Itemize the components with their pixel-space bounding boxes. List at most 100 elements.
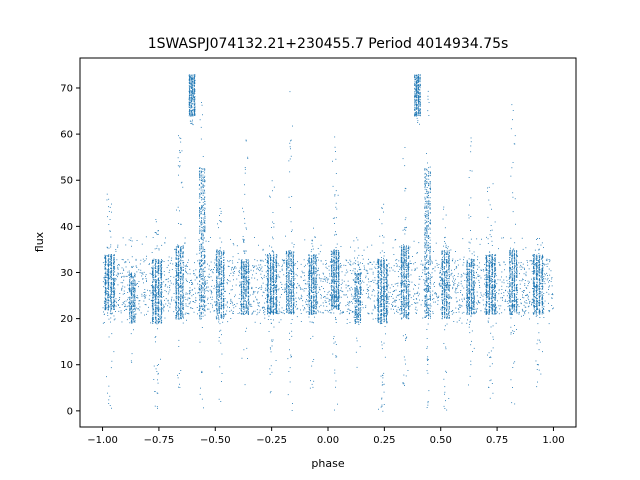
data-point (109, 248, 110, 249)
data-point (363, 259, 364, 260)
data-point (388, 285, 389, 286)
data-point (152, 312, 153, 313)
data-point (185, 238, 186, 239)
data-point (435, 293, 436, 294)
data-point (379, 298, 380, 299)
data-point (490, 283, 491, 284)
data-point (181, 310, 182, 311)
data-point (331, 312, 332, 313)
data-point (396, 263, 397, 264)
data-point (496, 283, 497, 284)
data-point (168, 301, 169, 302)
data-point (445, 243, 446, 244)
data-point (108, 279, 109, 280)
data-point (194, 114, 195, 115)
data-point (364, 269, 365, 270)
data-point (214, 267, 215, 268)
data-point (392, 294, 393, 295)
data-point (187, 266, 188, 267)
data-point (256, 266, 257, 267)
data-point (477, 256, 478, 257)
data-point (238, 271, 239, 272)
data-point (152, 281, 153, 282)
data-point (123, 294, 124, 295)
data-point (365, 305, 366, 306)
data-point (140, 264, 141, 265)
data-point (239, 286, 240, 287)
data-point (253, 292, 254, 293)
data-point (111, 408, 112, 409)
data-point (508, 287, 509, 288)
data-point (176, 292, 177, 293)
data-point (301, 295, 302, 296)
data-point (105, 281, 106, 282)
data-point (292, 296, 293, 297)
data-point (280, 271, 281, 272)
data-point (161, 259, 162, 260)
data-point (128, 259, 129, 260)
data-point (106, 274, 107, 275)
data-point (352, 303, 353, 304)
data-point (115, 301, 116, 302)
data-point (395, 300, 396, 301)
data-point (134, 288, 135, 289)
data-point (132, 256, 133, 257)
data-point (158, 267, 159, 268)
data-point (193, 114, 194, 115)
data-point (199, 248, 200, 249)
data-point (154, 290, 155, 291)
data-point (422, 300, 423, 301)
data-point (178, 305, 179, 306)
data-point (223, 281, 224, 282)
data-point (284, 260, 285, 261)
data-point (210, 312, 211, 313)
data-point (318, 260, 319, 261)
data-point (407, 285, 408, 286)
data-point (496, 292, 497, 293)
data-point (111, 283, 112, 284)
data-point (156, 371, 157, 372)
data-point (233, 311, 234, 312)
data-point (162, 292, 163, 293)
data-point (354, 296, 355, 297)
data-point (139, 307, 140, 308)
data-point (535, 263, 536, 264)
data-point (303, 280, 304, 281)
data-point (134, 299, 135, 300)
data-point (152, 300, 153, 301)
data-point (180, 247, 181, 248)
data-point (131, 320, 132, 321)
data-point (433, 302, 434, 303)
data-point (311, 251, 312, 252)
data-point (165, 304, 166, 305)
data-point (155, 297, 156, 298)
data-point (326, 306, 327, 307)
data-point (111, 282, 112, 283)
data-point (304, 275, 305, 276)
data-point (149, 295, 150, 296)
data-point (329, 276, 330, 277)
data-point (105, 309, 106, 310)
data-point (340, 266, 341, 267)
data-point (394, 313, 395, 314)
data-point (158, 281, 159, 282)
data-point (180, 304, 181, 305)
data-point (238, 313, 239, 314)
data-point (501, 272, 502, 273)
data-point (265, 309, 266, 310)
data-point (199, 239, 200, 240)
data-point (263, 250, 264, 251)
data-point (113, 280, 114, 281)
data-point (156, 319, 157, 320)
data-point (153, 260, 154, 261)
data-point (543, 308, 544, 309)
data-point (180, 303, 181, 304)
data-point (278, 275, 279, 276)
data-point (531, 304, 532, 305)
data-point (347, 291, 348, 292)
data-point (281, 287, 282, 288)
data-point (194, 79, 195, 80)
data-point (553, 308, 554, 309)
data-point (175, 287, 176, 288)
